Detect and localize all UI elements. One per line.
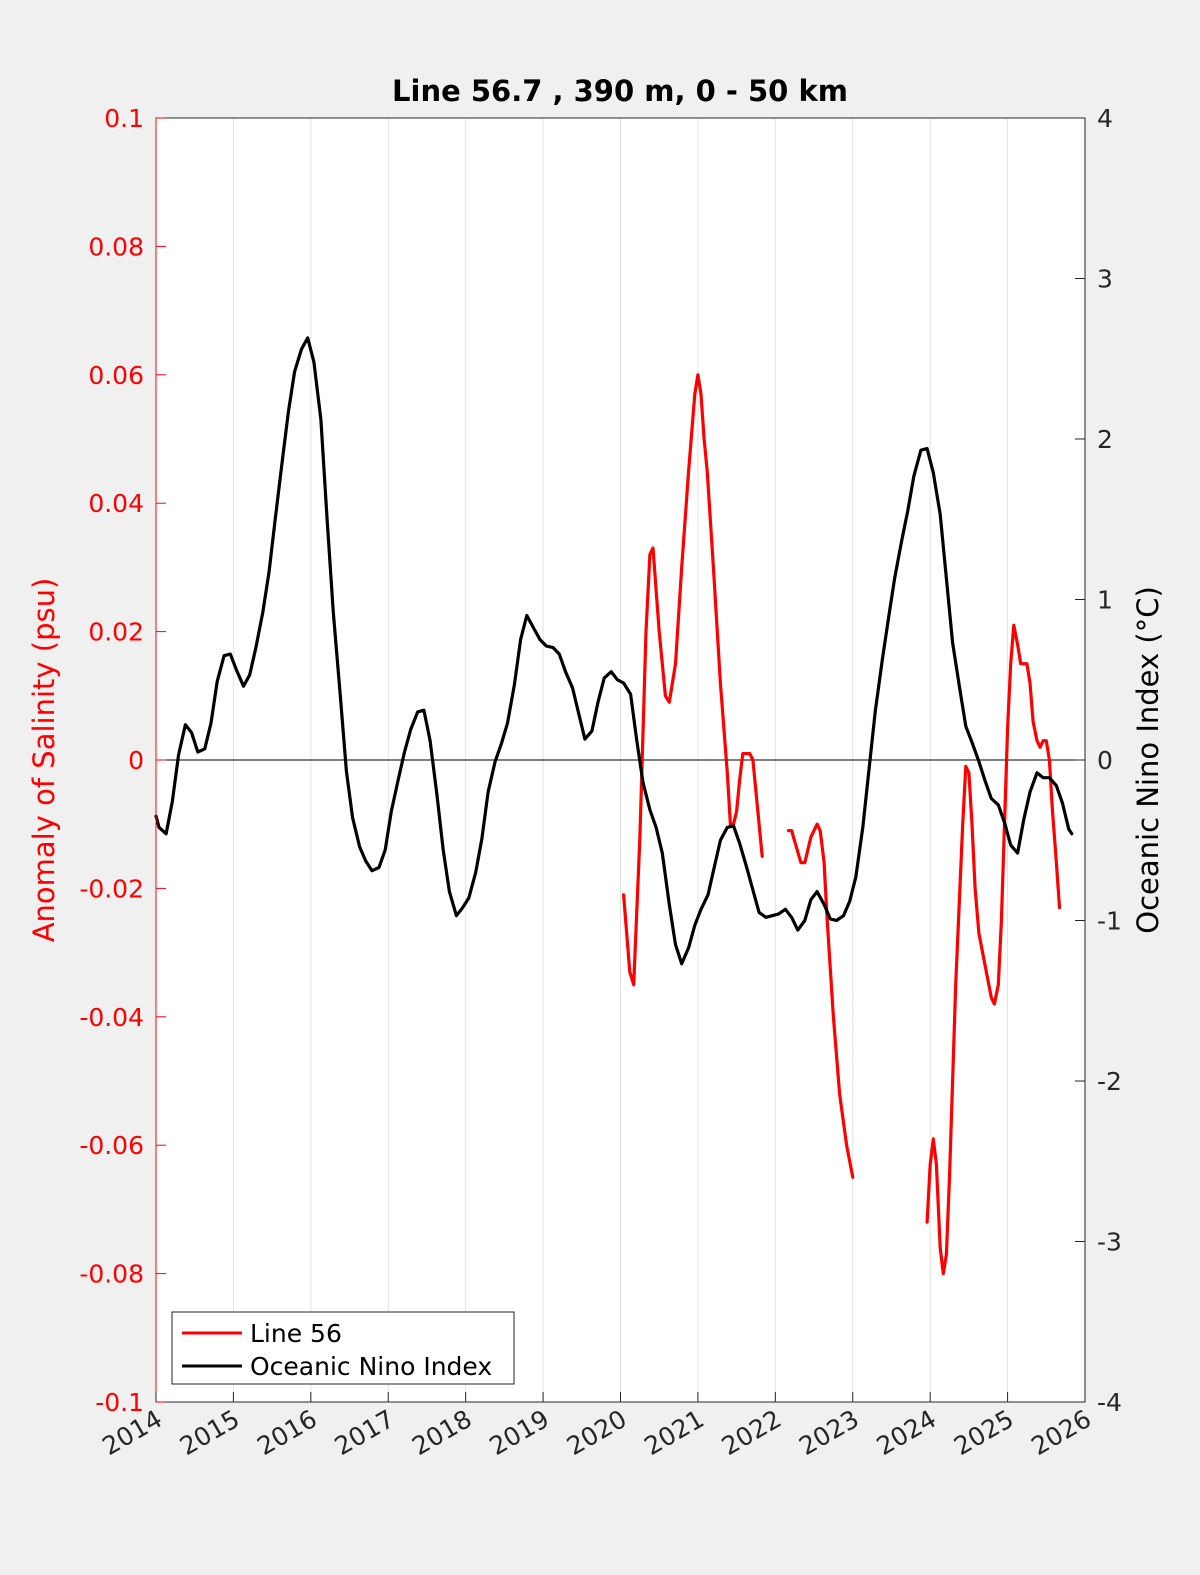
- left-y-tick-label: -0.02: [79, 874, 144, 903]
- legend-label-line56: Line 56: [250, 1319, 342, 1348]
- left-y-tick-label: -0.06: [79, 1131, 144, 1160]
- legend-box: [171, 1311, 515, 1385]
- series-line56-segment-0: [621, 373, 764, 987]
- series-line56-segment-1: [786, 822, 855, 1179]
- right-y-tick-label: -3: [1097, 1228, 1122, 1257]
- right-y-tick-label: 0: [1097, 746, 1113, 775]
- left-y-tick-label: -0.04: [79, 1003, 144, 1032]
- left-y-tick-label: -0.08: [79, 1260, 144, 1289]
- right-y-tick-label: 4: [1097, 104, 1113, 133]
- right-y-tick-label: -2: [1097, 1067, 1122, 1096]
- chart-title: Line 56.7 , 390 m, 0 - 50 km: [392, 74, 848, 108]
- left-y-axis: 0.1 0.08 0.06 0.04 0.02 0 -0.02 -0.04 -0.06 -0.08…: [79, 104, 166, 1417]
- left-y-tick-label: 0.06: [88, 361, 144, 390]
- right-y-tick-label: -4: [1097, 1388, 1122, 1417]
- series-oni-line-0: [154, 336, 1074, 966]
- right-y-axis-title: Oceanic Nino Index (°C): [1131, 586, 1165, 934]
- left-y-tick-label: 0.1: [104, 104, 144, 133]
- right-y-tick-label: 3: [1097, 265, 1113, 294]
- series-layer: [154, 336, 1074, 1276]
- right-y-axis: 4 3 2 1 0 -1 -2 -3 -4: [1075, 104, 1122, 1417]
- left-y-tick-label: -0.1: [95, 1388, 144, 1417]
- left-y-tick-label: 0: [128, 746, 144, 775]
- left-y-axis-title: Anomaly of Salinity (psu): [27, 578, 61, 943]
- left-y-tick-label: 0.04: [88, 489, 144, 518]
- right-y-tick-label: 2: [1097, 425, 1113, 454]
- legend: Line 56 Oceanic Nino Index: [171, 1311, 515, 1385]
- right-y-tick-label: -1: [1097, 907, 1122, 936]
- left-y-tick-label: 0.08: [88, 232, 144, 261]
- series-line56-segment-2: [925, 623, 1062, 1276]
- right-y-tick-label: 1: [1097, 586, 1113, 615]
- legend-label-oni: Oceanic Nino Index: [250, 1352, 492, 1381]
- left-y-tick-label: 0.02: [88, 618, 144, 647]
